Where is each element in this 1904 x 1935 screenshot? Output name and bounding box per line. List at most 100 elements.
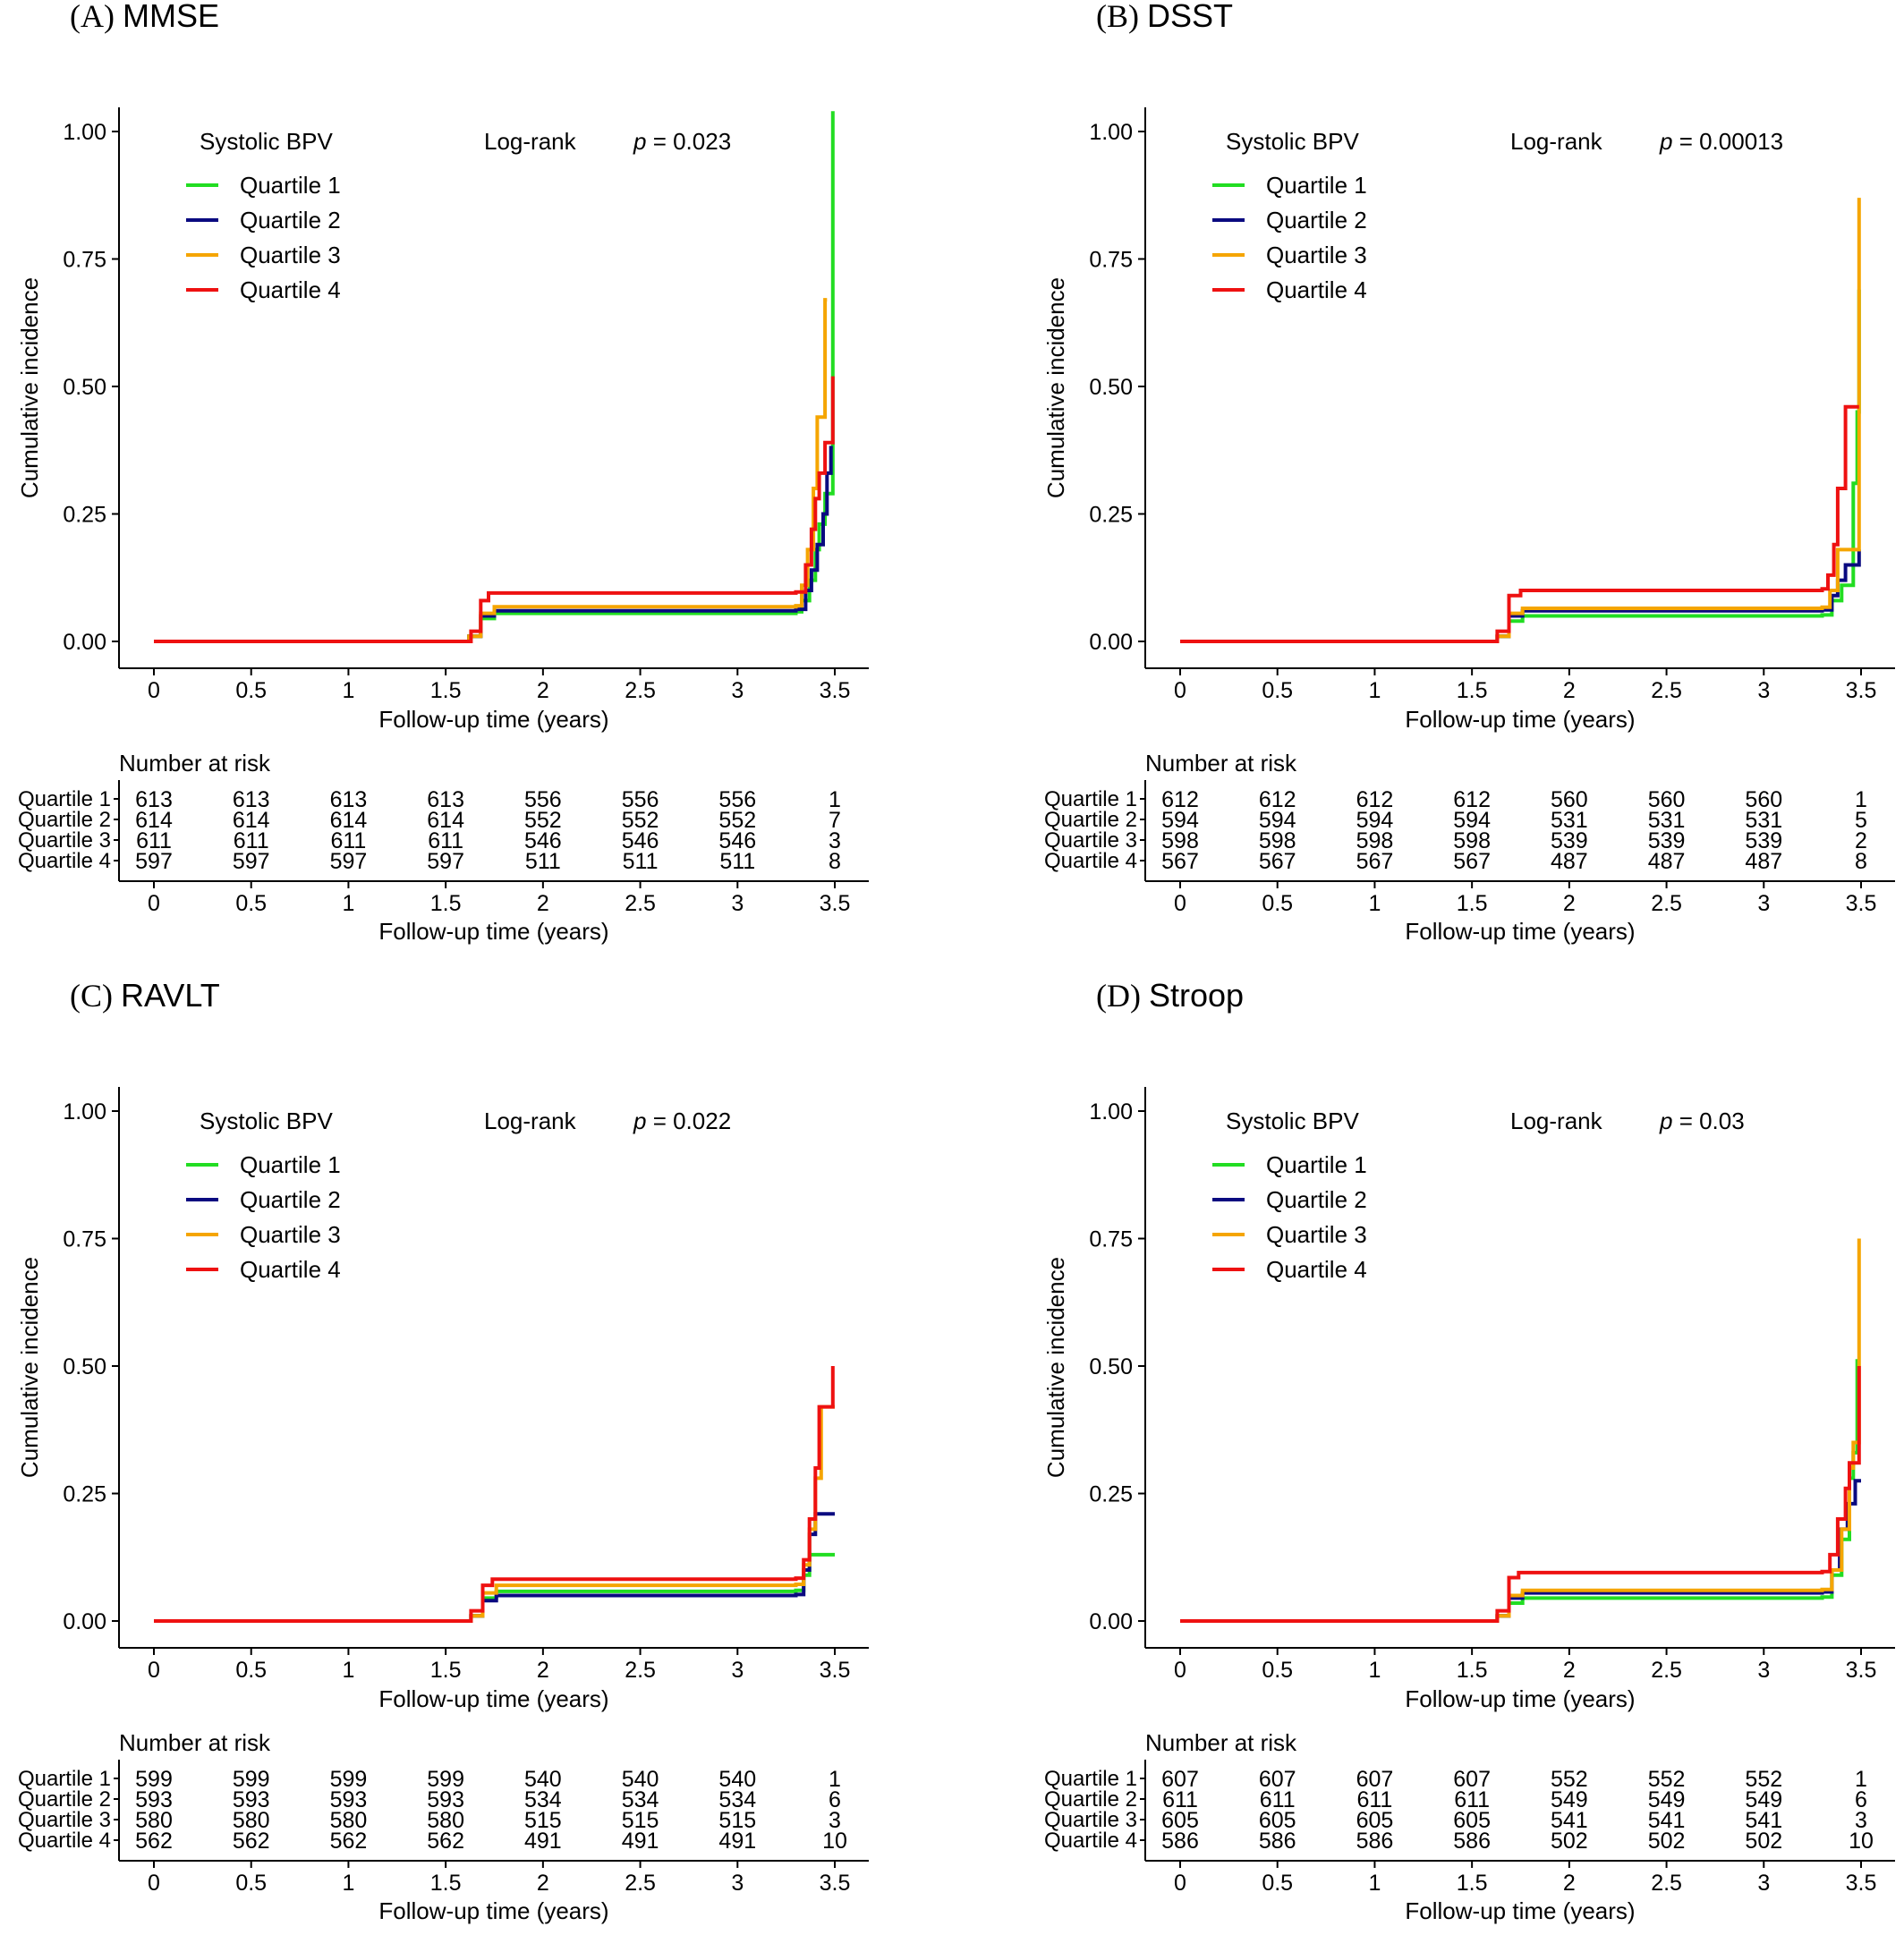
risk-count: 515 bbox=[524, 1808, 562, 1833]
panel-title: (B) DSST bbox=[1096, 0, 1233, 34]
risk-count: 8 bbox=[829, 849, 841, 874]
risk-x-tick-label: 1 bbox=[1368, 891, 1381, 916]
risk-count: 515 bbox=[622, 1808, 659, 1833]
y-tick-label: 0.00 bbox=[1089, 630, 1133, 655]
risk-count: 1 bbox=[1855, 1767, 1867, 1792]
legend-label: Quartile 3 bbox=[240, 242, 341, 268]
risk-count: 614 bbox=[330, 808, 368, 833]
x-tick-label: 0 bbox=[148, 1658, 160, 1683]
x-tick-label: 0.5 bbox=[1262, 1658, 1293, 1683]
risk-x-tick-label: 0.5 bbox=[1262, 1871, 1293, 1896]
y-tick-label: 0.75 bbox=[1089, 1227, 1133, 1252]
y-tick-label: 0.50 bbox=[63, 1354, 106, 1379]
series-line-quartile-2 bbox=[1180, 1479, 1861, 1623]
panel-title-text: MMSE bbox=[123, 0, 219, 34]
risk-count: 611 bbox=[1454, 1787, 1490, 1812]
risk-count: 613 bbox=[233, 787, 270, 812]
risk-count: 534 bbox=[718, 1787, 756, 1812]
risk-x-tick-label: 1 bbox=[342, 891, 354, 916]
legend-label: Quartile 4 bbox=[1266, 276, 1367, 303]
risk-x-tick-label: 2 bbox=[537, 1871, 549, 1896]
risk-x-tick-label: 2 bbox=[1563, 891, 1576, 916]
x-tick-label: 0 bbox=[1174, 678, 1186, 703]
x-tick-label: 3 bbox=[1757, 678, 1770, 703]
series-line-quartile-4 bbox=[1180, 1366, 1861, 1623]
logrank-label: Log-rank bbox=[1510, 1108, 1603, 1134]
risk-table-x-label: Follow-up time (years) bbox=[1405, 1897, 1635, 1924]
x-tick-label: 2.5 bbox=[625, 678, 656, 703]
risk-x-tick-label: 3.5 bbox=[820, 1871, 851, 1896]
risk-row-label: Quartile 4 bbox=[18, 1829, 111, 1853]
risk-count: 607 bbox=[1161, 1767, 1199, 1792]
risk-count: 502 bbox=[1745, 1829, 1782, 1854]
logrank-label: Log-rank bbox=[484, 128, 577, 155]
risk-count: 546 bbox=[622, 828, 659, 853]
legend-label: Quartile 1 bbox=[1266, 1151, 1367, 1178]
panel-title: (C) RAVLT bbox=[70, 977, 220, 1014]
risk-count: 1 bbox=[1855, 787, 1867, 812]
p-value-text: p = 0.023 bbox=[633, 128, 731, 155]
risk-count: 487 bbox=[1745, 849, 1782, 874]
risk-count: 556 bbox=[622, 787, 659, 812]
risk-count: 1 bbox=[829, 787, 841, 812]
risk-x-tick-label: 1.5 bbox=[1457, 1871, 1488, 1896]
x-tick-label: 1 bbox=[342, 678, 354, 703]
legend-label: Quartile 1 bbox=[240, 172, 341, 199]
y-tick-label: 0.75 bbox=[63, 1227, 106, 1252]
risk-count: 611 bbox=[136, 828, 172, 853]
x-tick-label: 1.5 bbox=[430, 678, 462, 703]
risk-count: 546 bbox=[524, 828, 562, 853]
risk-count: 491 bbox=[524, 1829, 562, 1854]
x-tick-label: 2 bbox=[537, 1658, 549, 1683]
risk-count: 6 bbox=[1855, 1787, 1867, 1812]
risk-row-label: Quartile 2 bbox=[1044, 1787, 1137, 1812]
panel-letter: (D) bbox=[1096, 978, 1149, 1014]
x-tick-label: 2.5 bbox=[1651, 1658, 1682, 1683]
risk-count: 10 bbox=[1849, 1829, 1874, 1854]
risk-count: 531 bbox=[1648, 808, 1686, 833]
legend-title: Systolic BPV bbox=[200, 128, 333, 155]
risk-count: 552 bbox=[622, 808, 659, 833]
risk-count: 562 bbox=[427, 1829, 464, 1854]
x-tick-label: 2.5 bbox=[625, 1658, 656, 1683]
risk-x-tick-label: 2.5 bbox=[625, 891, 656, 916]
risk-count: 549 bbox=[1551, 1787, 1588, 1812]
risk-row-label: Quartile 1 bbox=[1044, 1767, 1137, 1791]
risk-count: 552 bbox=[1745, 1767, 1782, 1792]
y-tick-label: 0.25 bbox=[1089, 503, 1133, 528]
risk-row-label: Quartile 1 bbox=[1044, 787, 1137, 811]
y-tick-label: 0.50 bbox=[1089, 1354, 1133, 1379]
risk-count: 597 bbox=[427, 849, 464, 874]
series-line-quartile-3 bbox=[154, 298, 828, 643]
legend-title: Systolic BPV bbox=[1226, 128, 1359, 155]
risk-x-tick-label: 3 bbox=[1757, 891, 1770, 916]
risk-count: 612 bbox=[1161, 787, 1199, 812]
risk-count: 611 bbox=[234, 828, 269, 853]
risk-row-label: Quartile 1 bbox=[18, 1767, 111, 1791]
risk-x-tick-label: 2.5 bbox=[1651, 1871, 1682, 1896]
x-tick-label: 0 bbox=[148, 678, 160, 703]
risk-count: 594 bbox=[1259, 808, 1296, 833]
p-value: = 0.00013 bbox=[1672, 128, 1783, 155]
y-tick-label: 0.25 bbox=[63, 503, 106, 528]
y-tick-label: 0.75 bbox=[63, 248, 106, 273]
series-line-quartile-4 bbox=[154, 376, 835, 643]
risk-count: 567 bbox=[1453, 849, 1491, 874]
risk-table-title: Number at risk bbox=[119, 1729, 271, 1756]
risk-count: 567 bbox=[1259, 849, 1296, 874]
x-tick-label: 3.5 bbox=[820, 1658, 851, 1683]
risk-count: 487 bbox=[1648, 849, 1686, 874]
risk-count: 599 bbox=[330, 1767, 368, 1792]
risk-count: 593 bbox=[330, 1787, 368, 1812]
risk-count: 546 bbox=[718, 828, 756, 853]
risk-count: 593 bbox=[135, 1787, 173, 1812]
p-symbol: p bbox=[633, 1108, 646, 1134]
panel-title: (D) Stroop bbox=[1096, 977, 1244, 1014]
risk-count: 534 bbox=[524, 1787, 562, 1812]
risk-count: 515 bbox=[718, 1808, 756, 1833]
legend-title: Systolic BPV bbox=[200, 1108, 333, 1134]
risk-x-tick-label: 0 bbox=[148, 1871, 160, 1896]
risk-x-tick-label: 0.5 bbox=[1262, 891, 1293, 916]
